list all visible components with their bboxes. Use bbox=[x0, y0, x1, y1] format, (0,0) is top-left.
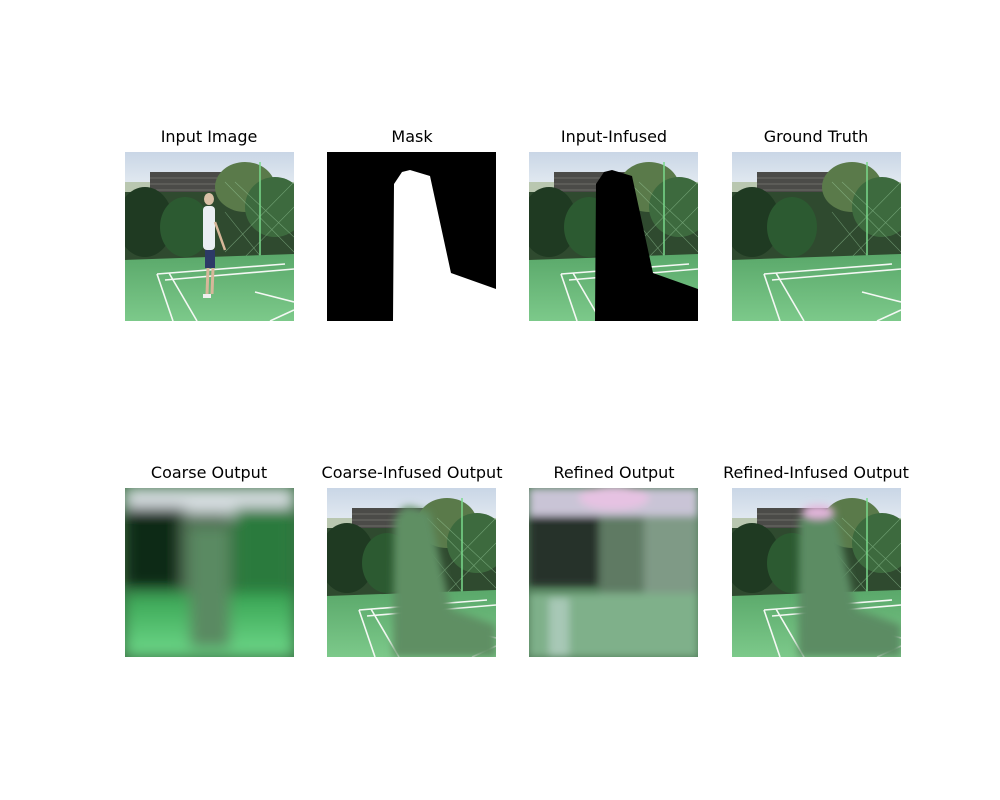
input-infused-image bbox=[529, 152, 698, 321]
refined-infused-output-image bbox=[732, 488, 901, 657]
input-image bbox=[125, 152, 294, 321]
panel-title-input-infused: Input-Infused bbox=[560, 127, 668, 146]
panel-title-refined-infused-output: Refined-Infused Output bbox=[723, 463, 909, 482]
panel-title-coarse-output: Coarse Output bbox=[150, 463, 268, 482]
mask-image bbox=[327, 152, 496, 321]
coarse-output-panel bbox=[125, 488, 294, 657]
coarse-infused-output-panel bbox=[327, 488, 496, 657]
panel-title-refined-output: Refined Output bbox=[553, 463, 675, 482]
panel-title-mask: Mask bbox=[391, 127, 433, 146]
panel-title-input-image: Input Image bbox=[160, 127, 258, 146]
refined-output-panel bbox=[529, 488, 698, 657]
refined-infused-output-panel bbox=[732, 488, 901, 657]
panel-title-ground-truth: Ground Truth bbox=[763, 127, 869, 146]
refined-output-image bbox=[529, 488, 698, 657]
coarse-output-image bbox=[125, 488, 294, 657]
mask-panel bbox=[327, 152, 496, 321]
panel-title-coarse-infused-output: Coarse-Infused Output bbox=[321, 463, 503, 482]
coarse-infused-output-image bbox=[327, 488, 496, 657]
ground-truth-image bbox=[732, 152, 901, 321]
ground-truth-panel bbox=[732, 152, 901, 321]
input-infused-panel bbox=[529, 152, 698, 321]
input-image-panel bbox=[125, 152, 294, 321]
